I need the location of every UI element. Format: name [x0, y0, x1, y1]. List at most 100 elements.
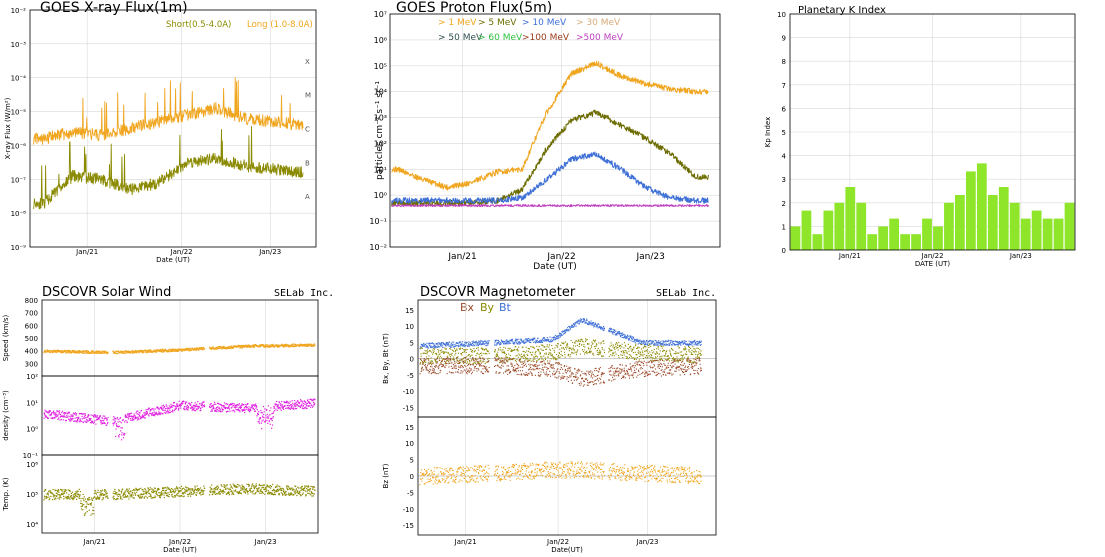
- wind-data-point: [46, 496, 48, 498]
- mag-data-point: [437, 366, 439, 368]
- mag-data-point: [572, 348, 574, 350]
- wind-data-point: [200, 346, 203, 349]
- wind-data-point: [160, 407, 163, 410]
- mag-data-point: [569, 347, 571, 349]
- wind-data-point: [126, 421, 128, 423]
- wind-data-point: [170, 491, 172, 494]
- wind-data-point: [74, 493, 76, 495]
- mag-data-point: [690, 343, 692, 345]
- wind-data-point: [171, 410, 173, 413]
- kp-bar: [987, 195, 998, 250]
- mag-data-point: [675, 340, 677, 342]
- mag-data-point: [555, 338, 557, 340]
- wind-data-point: [120, 492, 123, 494]
- wind-data-point: [141, 414, 144, 416]
- mag-data-point: [425, 369, 427, 371]
- wind-data-point: [283, 405, 285, 408]
- wind-data-point: [270, 417, 273, 419]
- mag-data-point: [541, 358, 543, 360]
- wind-data-point: [63, 489, 65, 491]
- mag-data-point: [588, 348, 590, 350]
- mag-data-point: [448, 352, 450, 354]
- wind-data-point: [226, 347, 229, 350]
- mag-data-point: [510, 342, 512, 344]
- wind-data-point: [54, 417, 56, 419]
- wind-data-point: [228, 488, 230, 490]
- mag-data-point: [467, 344, 469, 346]
- mag-data-point: [428, 343, 430, 345]
- mag-data-point: [553, 337, 555, 339]
- wind-data-point: [264, 344, 266, 346]
- mag-data-point: [523, 350, 525, 353]
- wind-data-point: [227, 410, 229, 413]
- mag-data-point: [519, 341, 521, 343]
- wind-data-point: [173, 402, 175, 404]
- wind-data-point: [192, 407, 194, 409]
- mag-data-point: [467, 345, 469, 347]
- wind-data-point: [280, 405, 282, 407]
- mag-data-point: [684, 346, 686, 348]
- wind-data-point: [161, 408, 163, 410]
- mag-data-point: [582, 321, 584, 323]
- mag-data-point: [624, 344, 626, 346]
- mag-data-point: [536, 356, 539, 358]
- mag-data-point: [427, 363, 429, 365]
- mag-data-point: [550, 354, 553, 356]
- wind-data-point: [224, 484, 226, 486]
- wind-data-point: [66, 497, 68, 499]
- wind-data-point: [183, 492, 186, 494]
- kp-bar: [812, 234, 823, 250]
- mag-data-point: [688, 346, 690, 348]
- mag-data-point: [614, 343, 617, 345]
- mag-data-point: [691, 353, 693, 355]
- wind-data-point: [193, 349, 195, 351]
- mag-data-point: [500, 339, 502, 341]
- wind-data-point: [139, 496, 141, 499]
- wind-data-point: [127, 495, 129, 497]
- mag-data-point: [434, 365, 436, 368]
- mag-data-point: [458, 361, 460, 364]
- wind-data-point: [208, 346, 211, 348]
- mag-data-point: [611, 349, 613, 352]
- mag-data-point: [594, 348, 596, 350]
- wind-data-point: [232, 347, 234, 350]
- mag-data-point: [539, 340, 541, 342]
- wind-data-point: [309, 344, 312, 346]
- mag-data-point: [419, 363, 421, 365]
- mag-data-point: [433, 344, 435, 346]
- wind-data-point: [212, 404, 214, 406]
- wind-data-point: [216, 410, 218, 413]
- wind-data-point: [130, 352, 132, 354]
- mag-data-point: [578, 323, 581, 325]
- mag-data-point: [446, 351, 448, 353]
- mag-data-point: [495, 355, 497, 357]
- mag-data-point: [669, 352, 671, 354]
- mag-data-point: [687, 343, 689, 346]
- mag-data-point: [583, 319, 585, 321]
- wind-data-point: [243, 404, 245, 406]
- mag-data-point: [699, 341, 701, 344]
- mag-data-point: [698, 343, 700, 345]
- mag-data-point: [611, 352, 614, 354]
- mag-data-point: [554, 337, 556, 339]
- mag-data-point: [626, 356, 628, 358]
- mag-data-point: [485, 342, 487, 344]
- wind-data-point: [278, 493, 281, 495]
- mag-data-point: [613, 355, 615, 357]
- wind-data-point: [160, 412, 162, 415]
- wind-data-point: [189, 404, 192, 406]
- mag-data-point: [626, 351, 628, 353]
- mag-data-point: [477, 349, 479, 351]
- wind-data-point: [210, 406, 212, 409]
- wind-data-point: [304, 407, 306, 409]
- mag-data-point: [665, 343, 668, 345]
- wind-data-point: [273, 493, 276, 495]
- wind-data-point: [270, 407, 272, 409]
- mag-data-point: [649, 356, 651, 358]
- wind-data-point: [91, 499, 94, 501]
- mag-data-point: [446, 344, 449, 346]
- mag-data-point: [569, 354, 572, 356]
- wind-data-point: [122, 437, 125, 439]
- mag-data-point: [694, 342, 696, 344]
- mag-data-point: [564, 330, 566, 333]
